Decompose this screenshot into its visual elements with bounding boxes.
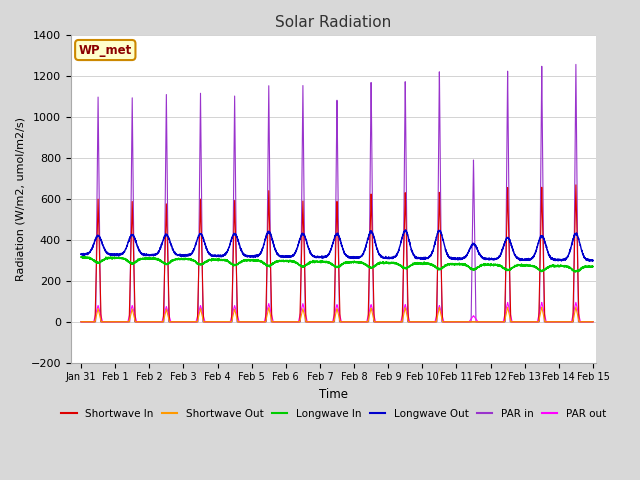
Y-axis label: Radiation (W/m2, umol/m2/s): Radiation (W/m2, umol/m2/s) (15, 117, 25, 281)
Text: WP_met: WP_met (79, 44, 132, 57)
Title: Solar Radiation: Solar Radiation (275, 15, 392, 30)
X-axis label: Time: Time (319, 388, 348, 401)
Legend: Shortwave In, Shortwave Out, Longwave In, Longwave Out, PAR in, PAR out: Shortwave In, Shortwave Out, Longwave In… (57, 405, 610, 423)
